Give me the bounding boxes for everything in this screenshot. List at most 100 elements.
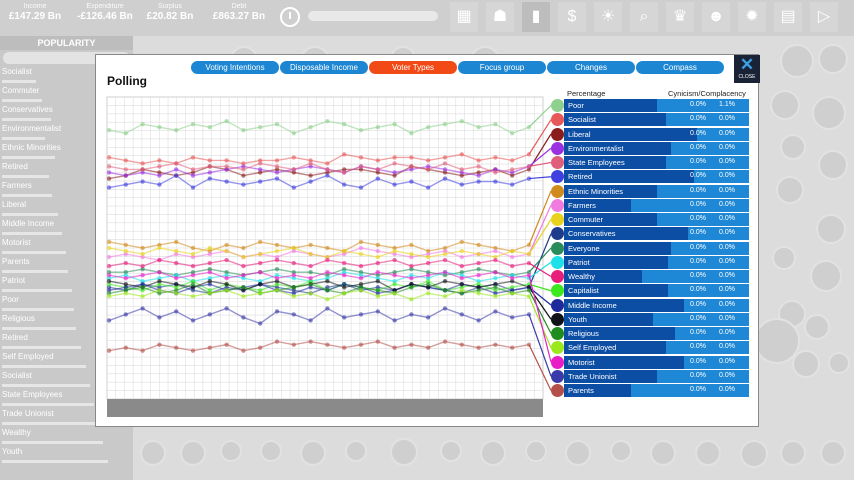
- sidebar-item[interactable]: State Employees: [0, 389, 133, 408]
- sidebar-item[interactable]: Environmentalist: [0, 123, 133, 142]
- data-point: [207, 291, 212, 296]
- legend-row[interactable]: Self Employed 0.0% 0.0%: [545, 341, 749, 355]
- sidebar-item[interactable]: Poor: [0, 294, 133, 313]
- legend-row-cynicism: 0.0%: [719, 343, 735, 351]
- legend-row[interactable]: Poor 0.0% 1.1%: [545, 99, 749, 112]
- legend-row[interactable]: Ethnic Minorities 0.0% 0.0%: [545, 184, 749, 198]
- gear-icon[interactable]: ✹: [738, 2, 766, 32]
- legend-row[interactable]: Commuter 0.0% 0.0%: [545, 213, 749, 226]
- sidebar-item[interactable]: Patriot: [0, 275, 133, 294]
- play-icon[interactable]: ▷: [810, 2, 838, 32]
- legend-row[interactable]: Farmers 0.0% 0.0%: [545, 198, 749, 212]
- data-point: [140, 251, 145, 257]
- tab-changes[interactable]: Changes: [547, 61, 635, 74]
- data-point: [308, 263, 313, 269]
- sidebar-item[interactable]: Socialist: [0, 370, 133, 389]
- dollar-icon[interactable]: $: [558, 2, 586, 32]
- trophy-icon[interactable]: ♛: [666, 2, 694, 32]
- sidebar-item[interactable]: Motorist: [0, 237, 133, 256]
- legend-row-name: Capitalist: [568, 286, 599, 296]
- legend-row[interactable]: Religious 0.0% 0.0%: [545, 327, 749, 340]
- sidebar-item[interactable]: Farmers: [0, 180, 133, 199]
- sidebar-item-label: Environmentalist: [2, 124, 62, 133]
- people-icon[interactable]: ☗: [486, 2, 514, 32]
- sidebar-item[interactable]: Parents: [0, 256, 133, 275]
- sidebar-item[interactable]: Trade Unionist: [0, 408, 133, 427]
- sidebar-item[interactable]: Conservatives: [0, 104, 133, 123]
- sidebar-item[interactable]: Ethnic Minorities: [0, 142, 133, 161]
- data-point: [476, 170, 481, 175]
- data-point: [342, 266, 347, 272]
- book-icon[interactable]: ▤: [774, 2, 802, 32]
- sidebar-item[interactable]: Youth: [0, 446, 133, 465]
- legend-row[interactable]: Conservatives 0.0% 0.0%: [545, 227, 749, 241]
- search-icon[interactable]: ⌕: [630, 2, 658, 32]
- sidebar-item[interactable]: Socialist: [0, 66, 133, 85]
- data-point: [325, 297, 330, 302]
- data-point: [442, 257, 448, 263]
- tab-focus-group[interactable]: Focus group: [458, 61, 546, 74]
- sidebar-item[interactable]: Self Employed: [0, 351, 133, 370]
- grid-icon[interactable]: ▦: [450, 2, 478, 32]
- data-point: [190, 155, 196, 160]
- legend-row[interactable]: Socialist 0.0% 0.0%: [545, 113, 749, 127]
- legend-row[interactable]: Patriot 0.0% 0.0%: [545, 255, 749, 269]
- legend-row[interactable]: Middle Income 0.0% 0.0%: [545, 298, 749, 312]
- series-poor: [106, 105, 552, 136]
- data-point: [174, 167, 179, 172]
- bulb-icon[interactable]: ☀: [594, 2, 622, 32]
- data-point: [510, 170, 515, 175]
- legend-row[interactable]: Parents 0.0% 0.0%: [545, 384, 749, 397]
- top-bar: Income £147.29 Bn Expenditure -£126.46 B…: [0, 0, 854, 36]
- crowd-icon[interactable]: ☻: [702, 2, 730, 32]
- legend-row[interactable]: State Employees 0.0% 0.0%: [545, 156, 749, 169]
- legend-row[interactable]: Trade Unionist 0.0% 0.0%: [545, 369, 749, 383]
- data-point: [123, 251, 128, 257]
- sidebar-item[interactable]: Retired: [0, 332, 133, 351]
- legend-row[interactable]: Youth 0.0% 0.0%: [545, 312, 749, 326]
- tab-disposable-income[interactable]: Disposable Income: [280, 61, 368, 74]
- sidebar-item[interactable]: Wealthy: [0, 427, 133, 446]
- data-point: [442, 170, 448, 175]
- data-point: [258, 179, 263, 184]
- sidebar-item[interactable]: Commuter: [0, 85, 133, 104]
- tab-voter-types[interactable]: Voter Types: [369, 61, 457, 74]
- sidebar-item[interactable]: Retired: [0, 161, 133, 180]
- legend-color-swatch: [551, 141, 564, 155]
- legend-row-bar: Trade Unionist 0.0% 0.0%: [564, 369, 749, 383]
- legend-row[interactable]: Retired 0.0% 0.0%: [545, 170, 749, 184]
- data-point: [526, 282, 532, 287]
- data-point: [493, 291, 498, 296]
- data-point: [274, 158, 280, 163]
- legend-row-name: Religious: [568, 329, 599, 338]
- legend-row[interactable]: Motorist 0.0% 0.0%: [545, 355, 749, 369]
- data-point: [442, 167, 448, 172]
- data-point: [459, 182, 464, 187]
- legend-row-name: Patriot: [568, 257, 590, 267]
- data-point: [157, 285, 162, 290]
- clock-icon[interactable]: [280, 7, 300, 27]
- data-point: [274, 272, 280, 278]
- legend-row-cynicism: 0.0%: [719, 300, 735, 308]
- legend-row[interactable]: Liberal 0.0% 0.0%: [545, 127, 749, 141]
- close-button[interactable]: ✕ CLOSE: [734, 55, 760, 83]
- data-point: [459, 288, 464, 293]
- legend-row[interactable]: Wealthy 0.0% 0.0%: [545, 270, 749, 283]
- data-point: [258, 282, 263, 287]
- legend-row[interactable]: Environmentalist 0.0% 0.0%: [545, 141, 749, 155]
- sidebar-item[interactable]: Middle Income: [0, 218, 133, 237]
- tab-compass[interactable]: Compass: [636, 61, 724, 74]
- chart-icon[interactable]: ▮: [522, 2, 550, 32]
- legend-row-bar: Liberal 0.0% 0.0%: [564, 127, 749, 141]
- data-point: [140, 121, 145, 127]
- legend-row-name: Commuter: [568, 215, 604, 224]
- data-point: [409, 285, 414, 290]
- sidebar-item[interactable]: Religious: [0, 313, 133, 332]
- tab-voting-intentions[interactable]: Voting Intentions: [191, 61, 279, 74]
- sidebar-item[interactable]: Liberal: [0, 199, 133, 218]
- background-decoration: [525, 440, 547, 462]
- legend-row[interactable]: Capitalist 0.0% 0.0%: [545, 284, 749, 298]
- sidebar-item-label: Religious: [2, 314, 35, 323]
- legend-row[interactable]: Everyone 0.0% 0.0%: [545, 241, 749, 255]
- data-point: [342, 315, 347, 320]
